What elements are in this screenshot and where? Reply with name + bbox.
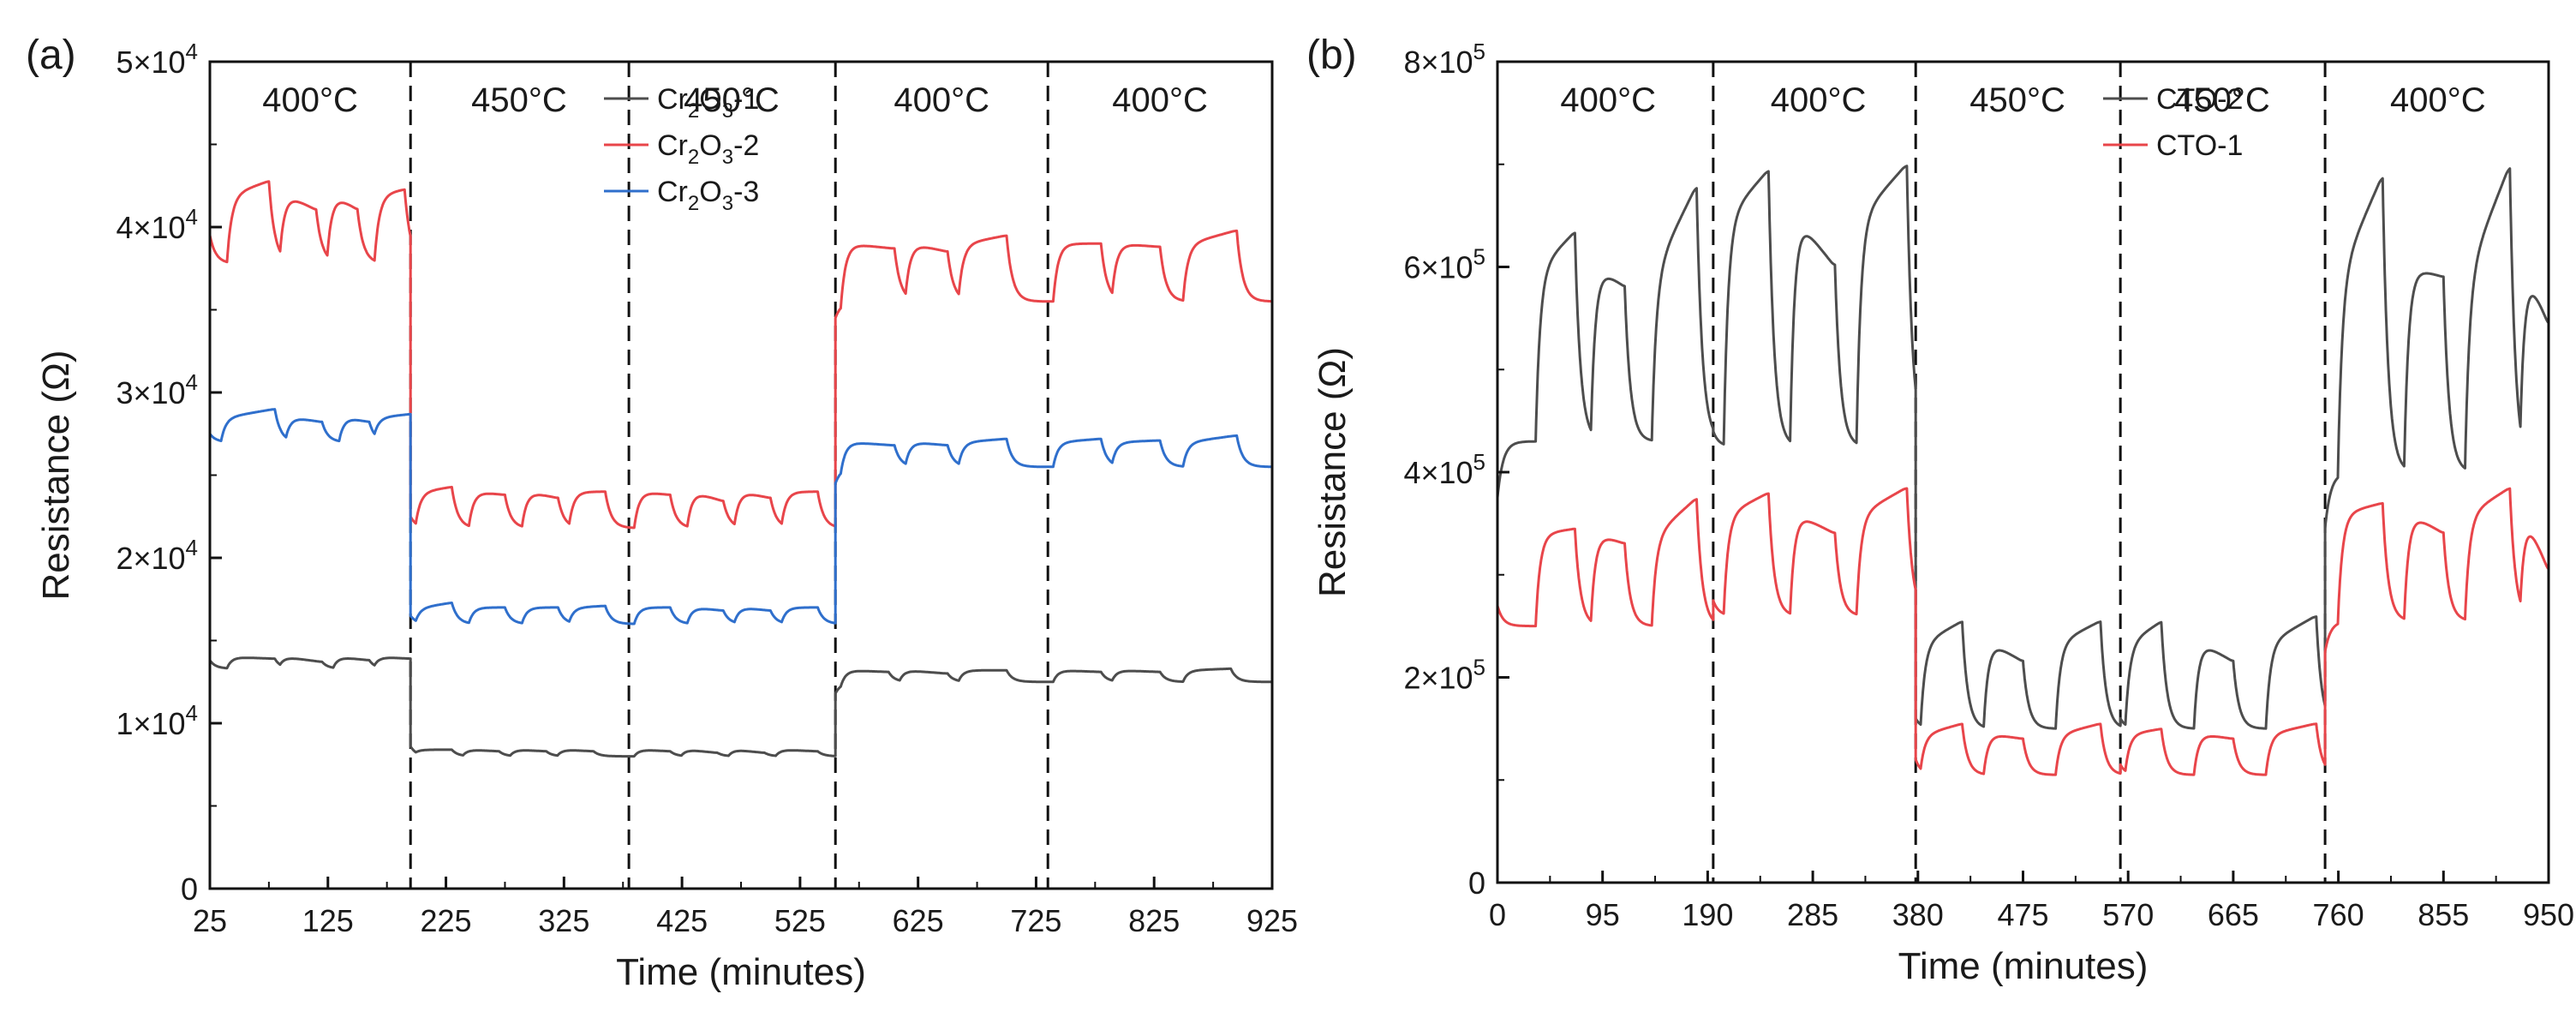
panel-a-chart: (a) 400°C 450°C 450°C 400°C 400°C 25 125 225 325 4… [26,33,1298,993]
legend-entry: Cr2O3-2 [657,129,759,169]
legend-text-suffix: -1 [733,83,759,116]
segment-temp-label: 400°C [1771,81,1867,119]
legend-text-prefix: Cr [657,129,688,162]
y-tick-label: 4×105 [1403,449,1485,490]
y-tick-exponent: 5 [1473,39,1485,64]
segment-temp-label: 450°C [684,81,780,119]
legend-subscript: 2 [688,146,699,169]
y-tick-label: 2×104 [116,535,198,576]
y-tick-base: 2×10 [116,541,185,576]
legend-subscript: 3 [722,99,733,123]
segment-temp-label: 400°C [2390,81,2486,119]
y-tick-base: 0 [1468,865,1485,901]
legend-text-prefix: CTO-2 [2156,83,2243,116]
y-axis-title: Resistance (Ω) [35,350,77,600]
y-tick-label: 2×105 [1403,655,1485,696]
y-tick-label: 0 [181,871,198,907]
segment-temp-label: 450°C [2174,81,2270,119]
plot-frame [1496,60,2550,884]
x-tick-label: 525 [774,903,826,938]
x-tick-label: 625 [893,903,944,938]
legend-text-prefix: CTO-1 [2156,129,2243,162]
x-tick-label: 25 [193,903,227,938]
y-tick-exponent: 5 [1473,449,1485,475]
segment-temp-label: 400°C [1112,81,1208,119]
segment-temp-label: 450°C [471,81,567,119]
legend-text-mid: O [699,176,721,208]
legend-entry: CTO-1 [2156,129,2243,162]
legend-subscript: 2 [688,192,699,215]
y-tick-base: 1×10 [116,706,185,741]
legend-subscript: 3 [722,146,733,169]
y-tick-exponent: 4 [186,369,198,395]
x-tick-label: 125 [302,903,354,938]
x-tick-label: 475 [1997,897,2048,932]
x-tick-label: 665 [2208,897,2259,932]
legend-entry: CTO-2 [2156,83,2243,116]
segment-temp-label: 400°C [1560,81,1656,119]
y-tick-base: 3×10 [116,375,185,410]
y-tick-label: 4×104 [116,204,198,245]
y-tick-label: 8×105 [1403,39,1485,80]
y-tick-base: 4×10 [116,210,185,245]
y-tick-label: 0 [1468,865,1485,901]
series-line-cr2o3-3 [210,408,1272,626]
y-tick-exponent: 4 [186,700,198,726]
y-tick-base: 5×10 [116,45,185,80]
x-tick-label: 760 [2313,897,2364,932]
segment-temp-label: 400°C [894,81,989,119]
legend-entry: Cr2O3-1 [657,83,759,123]
y-tick-base: 6×10 [1403,250,1473,285]
x-tick-label: 925 [1246,903,1298,938]
x-axis-title: Time (minutes) [616,951,866,993]
x-tick-label: 725 [1010,903,1061,938]
y-tick-base: 8×10 [1403,45,1473,80]
series-line-cto-2 [1497,165,2549,730]
y-tick-base: 0 [181,871,198,907]
legend-text-prefix: Cr [657,176,688,208]
legend-text-prefix: Cr [657,83,688,116]
y-tick-exponent: 4 [186,204,198,230]
legend-subscript: 3 [722,192,733,215]
y-tick-exponent: 4 [186,535,198,560]
x-tick-label: 570 [2102,897,2154,932]
x-axis-title: Time (minutes) [1898,945,2149,987]
y-tick-exponent: 5 [1473,655,1485,680]
series-line-cr2o3-1 [210,656,1272,758]
legend-text-suffix: -2 [733,129,759,162]
panel-label: (b) [1306,33,1357,78]
y-tick-label: 5×104 [116,39,198,80]
y-tick-exponent: 5 [1473,244,1485,270]
legend-entry: Cr2O3-3 [657,176,759,215]
y-tick-label: 6×105 [1403,244,1485,285]
x-tick-label: 825 [1128,903,1180,938]
segment-temp-label: 450°C [1969,81,2065,119]
x-tick-label: 225 [421,903,472,938]
x-tick-label: 95 [1586,897,1620,932]
legend-text-mid: O [699,129,721,162]
x-tick-label: 380 [1892,897,1944,932]
y-tick-label: 1×104 [116,700,198,741]
panel-label: (a) [26,33,76,78]
series-line-cto-1 [1497,487,2549,776]
x-tick-label: 190 [1682,897,1733,932]
series-line-cr2o3-2 [210,180,1272,530]
y-tick-base: 2×10 [1403,661,1473,696]
legend-text-mid: O [699,83,721,116]
segment-temp-label: 400°C [262,81,358,119]
y-tick-base: 4×10 [1403,455,1473,490]
legend-text-suffix: -3 [733,176,759,208]
x-tick-label: 950 [2523,897,2574,932]
x-tick-label: 855 [2418,897,2469,932]
y-axis-title: Resistance (Ω) [1312,347,1354,597]
x-tick-label: 425 [656,903,708,938]
x-tick-label: 325 [538,903,589,938]
y-tick-exponent: 4 [186,39,198,64]
x-tick-label: 0 [1489,897,1506,932]
x-tick-label: 285 [1787,897,1838,932]
y-tick-label: 3×104 [116,369,198,410]
panel-b-chart: (b) 400°C 400°C 450°C 450°C 400°C 0 95 190 285 380… [1306,33,2574,987]
legend-subscript: 2 [688,99,699,123]
